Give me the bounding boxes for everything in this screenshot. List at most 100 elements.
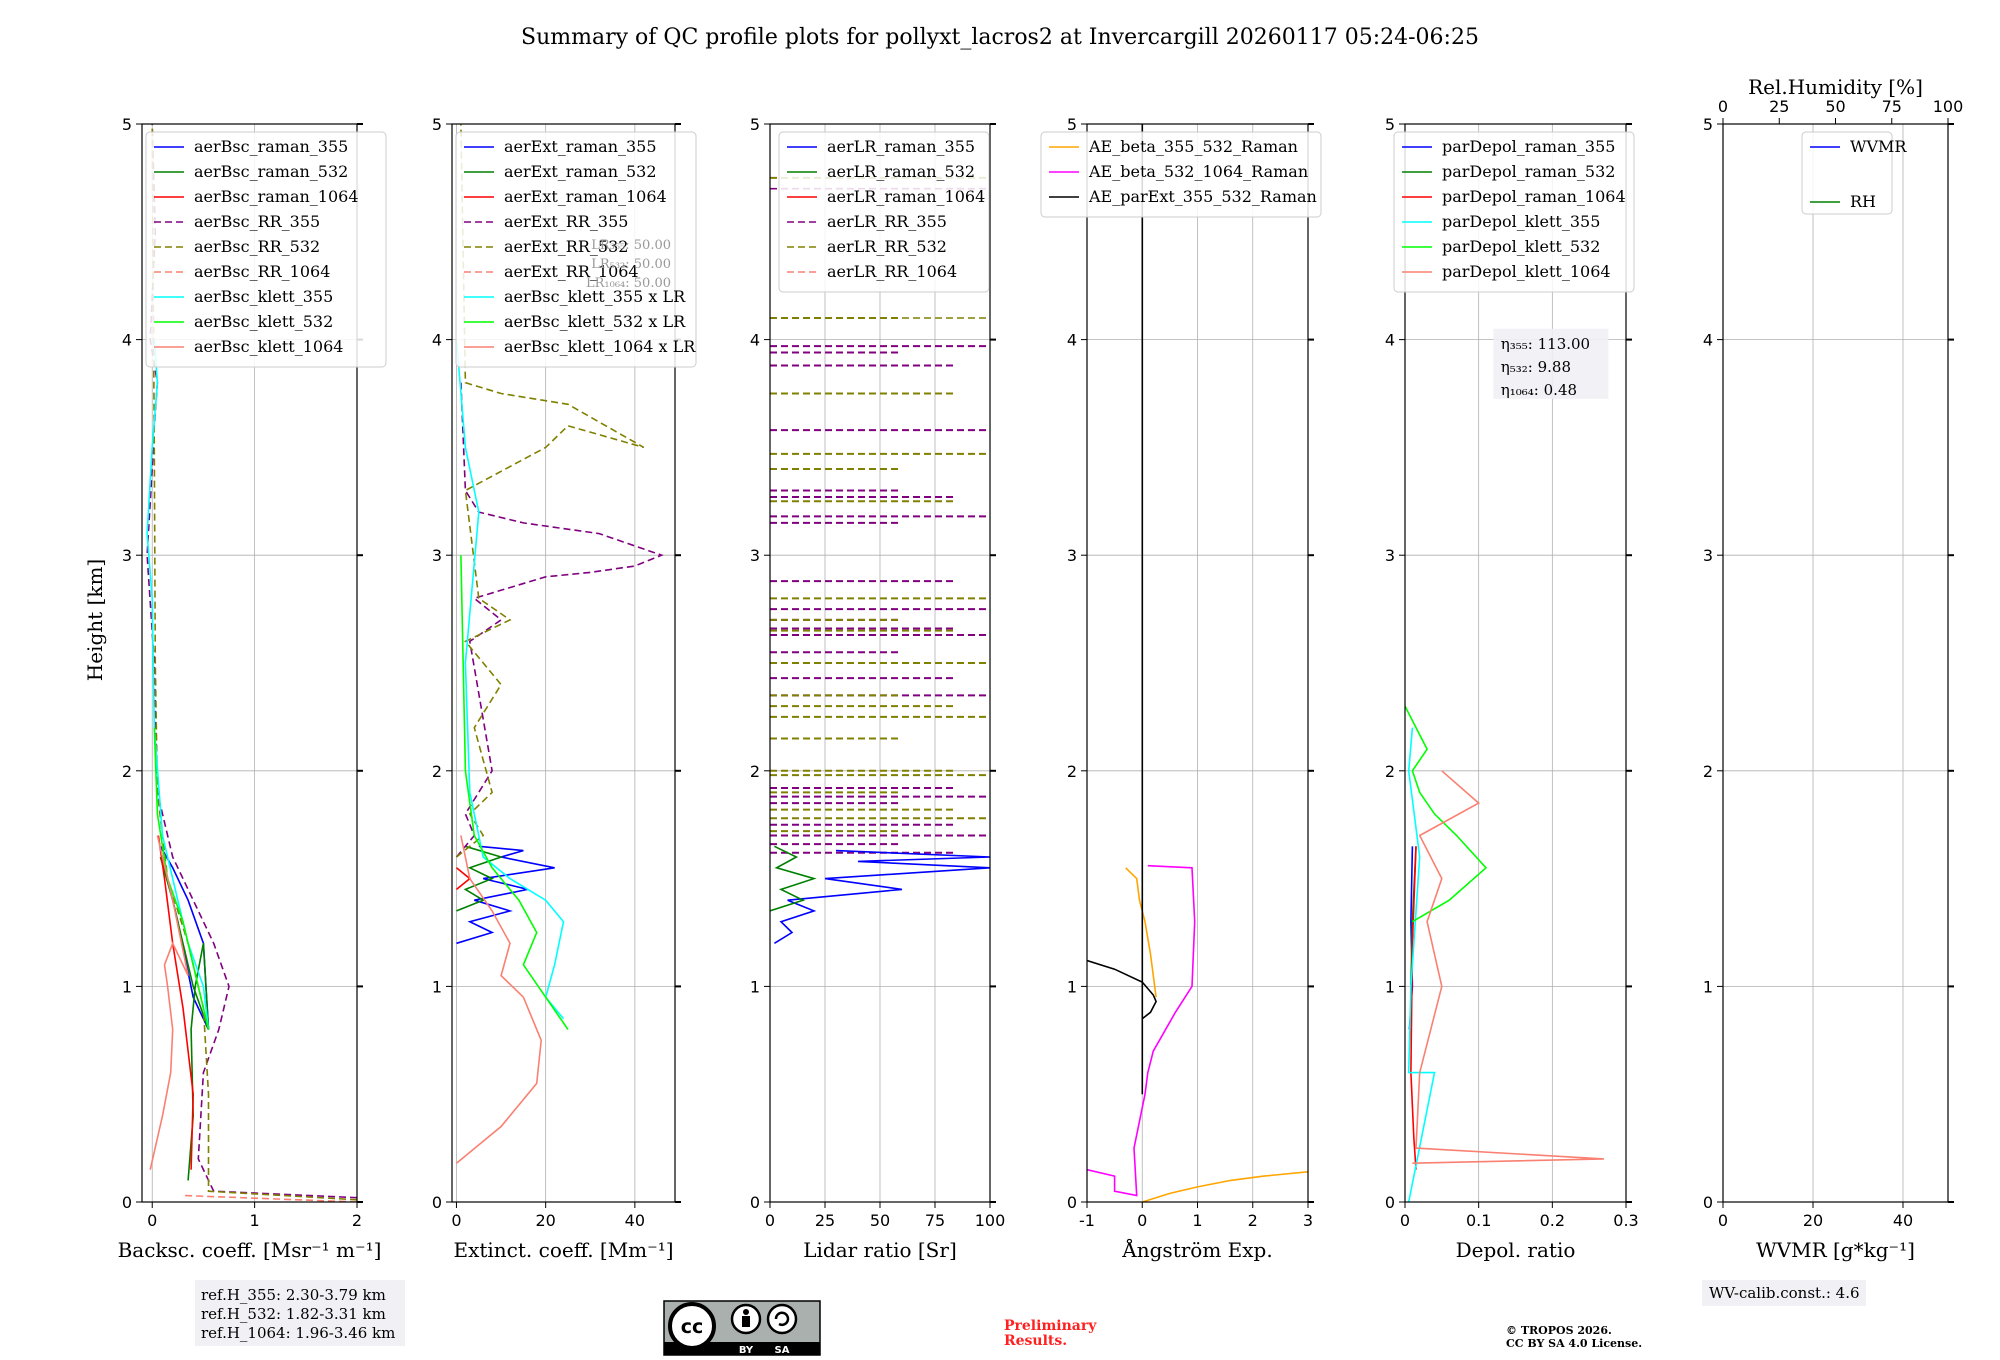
depol-legend-label-0: parDepol_raman_355 [1442,137,1615,156]
preliminary-line-1: Preliminary [1004,1318,1097,1334]
depol-xtick-label-0: 0 [1400,1211,1410,1230]
ae-ytick-label-1: 1 [1067,977,1077,996]
ext-xtick-label-1: 20 [535,1211,555,1230]
ext-ytick-label-2: 2 [432,762,442,781]
ext-lr-label-2: LR₁₀₆₄: 50.00 [586,276,671,291]
wv-top-tick-label-2: 50 [1825,97,1845,116]
lr-legend: aerLR_raman_355 aerLR_raman_532 aerLR_rama… [778,131,990,293]
bsc-series-5 [182,1194,357,1202]
ref-heights-box: ref.H_355: 2.30-3.79 km ref.H_532: 1.82-… [195,1280,405,1346]
bsc-ytick-label-4: 4 [122,331,132,350]
ext-xlabel: Extinct. coeff. [Mm⁻¹] [453,1238,673,1262]
ae-xtick-label-2: 1 [1192,1211,1202,1230]
ae-legend-label-2: AE_parExt_355_532_Raman [1088,187,1317,206]
lr-ytick-label-5: 5 [750,115,760,134]
ext-ytick-label-1: 1 [432,977,442,996]
ae-data [1087,124,1308,1202]
ext-legend-label-1: aerExt_raman_532 [504,162,657,181]
depol-xtick-label-1: 0.1 [1466,1211,1491,1230]
ext-xtick-label-0: 0 [451,1211,461,1230]
ae-ytick-label-4: 4 [1067,331,1077,350]
wv-legend-frame [1801,131,1893,215]
lr-legend-label-2: aerLR_raman_1064 [827,187,985,206]
ext-ytick-label-0: 0 [432,1193,442,1212]
wv-ytick-label-4: 4 [1703,331,1713,350]
ref-heights-bg [195,1280,405,1346]
lr-frame [769,123,991,1203]
ext-legend-label-7: aerBsc_klett_532 x LR [504,312,686,331]
ae-xlabel: Ångström Exp. [1121,1237,1272,1262]
bsc-xtick-label-2: 2 [352,1211,362,1230]
wv-calib-box: WV-calib.const.: 4.6 [1702,1280,1866,1306]
ae-series-0-b [1125,867,1157,998]
wv-top-tick-label-4: 100 [1933,97,1964,116]
bsc-legend-label-4: aerBsc_RR_532 [194,237,320,256]
depol-ytick-label-1: 1 [1385,977,1395,996]
ext-legend-label-4: aerExt_RR_532 [504,237,628,256]
ext-series-3 [455,382,664,858]
bsc-ytick-label-5: 5 [122,115,132,134]
bsc-legend-label-2: aerBsc_raman_1064 [194,187,359,206]
depol-ytick-label-2: 2 [1385,762,1395,781]
bsc-ytick-label-1: 1 [122,977,132,996]
depol-ytick-label-5: 5 [1385,115,1395,134]
depol-ytick-label-3: 3 [1385,546,1395,565]
ref-height-532: ref.H_532: 1.82-3.31 km [201,1305,386,1323]
ext-legend-label-0: aerExt_raman_355 [504,137,657,156]
panel-ext: 0 20 40 0 1 2 3 4 5 Extinct. coeff. [Mm⁻¹] aerExt_… [432,115,697,1262]
ae-xtick-label-3: 2 [1248,1211,1258,1230]
wv-xtick-label-2: 40 [1893,1211,1913,1230]
wv-legend-label-0: WVMR [1850,137,1907,156]
depol-eta-label-1: η₅₃₂: 9.88 [1501,358,1571,376]
ref-height-355: ref.H_355: 2.30-3.79 km [201,1286,386,1304]
depol-series-5 [1412,770,1604,1164]
lr-xlabel: Lidar ratio [Sr] [803,1238,957,1262]
sa-icon [766,1303,798,1335]
wv-frame [1722,123,1949,1203]
bsc-legend-frame [145,131,387,368]
lr-legend-label-5: aerLR_RR_1064 [827,262,957,281]
cc-icon [668,1302,716,1350]
lr-legend-frame [778,131,990,293]
sa-icon-arrow [774,1311,790,1326]
figure-title: Summary of QC profile plots for pollyxt_… [521,25,1479,50]
depol-series-4 [1405,705,1488,923]
ext-lr-label-0: LR₃₅₅: 50.00 [591,238,671,253]
depol-legend-label-1: parDepol_raman_532 [1442,162,1615,181]
bsc-legend-label-5: aerBsc_RR_1064 [194,262,330,281]
copyright-line-1: © TROPOS 2026. [1506,1324,1612,1337]
ae-ytick-label-3: 3 [1067,546,1077,565]
depol-series-3 [1407,727,1436,1202]
ae-xtick-label-0: -1 [1079,1211,1095,1230]
ext-ytick-label-4: 4 [432,331,442,350]
ae-ytick-label-0: 0 [1067,1193,1077,1212]
panel-depol: 0 0.1 0.2 0.3 0 1 2 3 4 5 Depol. ratio parDepol_ram… [1385,115,1639,1262]
depol-eta-label-0: η₃₅₅: 113.00 [1501,335,1590,353]
lr-xtick-label-1: 25 [815,1211,835,1230]
lr-ytick-label-3: 3 [750,546,760,565]
bsc-frame [141,123,358,1203]
lr-legend-label-4: aerLR_RR_532 [827,237,947,256]
ref-height-1064: ref.H_1064: 1.96-3.46 km [201,1324,395,1342]
panel-wv: 0 20 40 0 1 2 3 4 5 WVMR [g*kg⁻¹] WVMR RH 0 25 50 75 100… [1703,75,1963,1262]
bsc-ytick-label-3: 3 [122,546,132,565]
ext-series-7 [460,555,569,1030]
lr-ytick-label-2: 2 [750,762,760,781]
ext-series-8 [455,835,543,1164]
y-axis-label: Height [km] [83,559,107,681]
bsc-data [146,124,357,1202]
bsc-legend-label-1: aerBsc_raman_532 [194,162,348,181]
panel-lr: 0 25 50 75 100 0 1 2 3 4 5 Lidar ratio [Sr] aerLR_ra… [750,115,1005,1262]
ext-legend-label-6: aerBsc_klett_355 x LR [504,287,686,306]
wv-calib-text: WV-calib.const.: 4.6 [1709,1284,1860,1302]
ae-ytick-label-2: 2 [1067,762,1077,781]
wv-ytick-label-2: 2 [1703,762,1713,781]
ext-frame [451,123,676,1203]
ext-legend-label-3: aerExt_RR_355 [504,212,628,231]
wv-top-tick-label-1: 25 [1769,97,1789,116]
lr-xtick-label-4: 100 [975,1211,1006,1230]
lr-series-0 [773,849,990,944]
bsc-xlabel: Backsc. coeff. [Msr⁻¹ m⁻¹] [118,1238,382,1262]
